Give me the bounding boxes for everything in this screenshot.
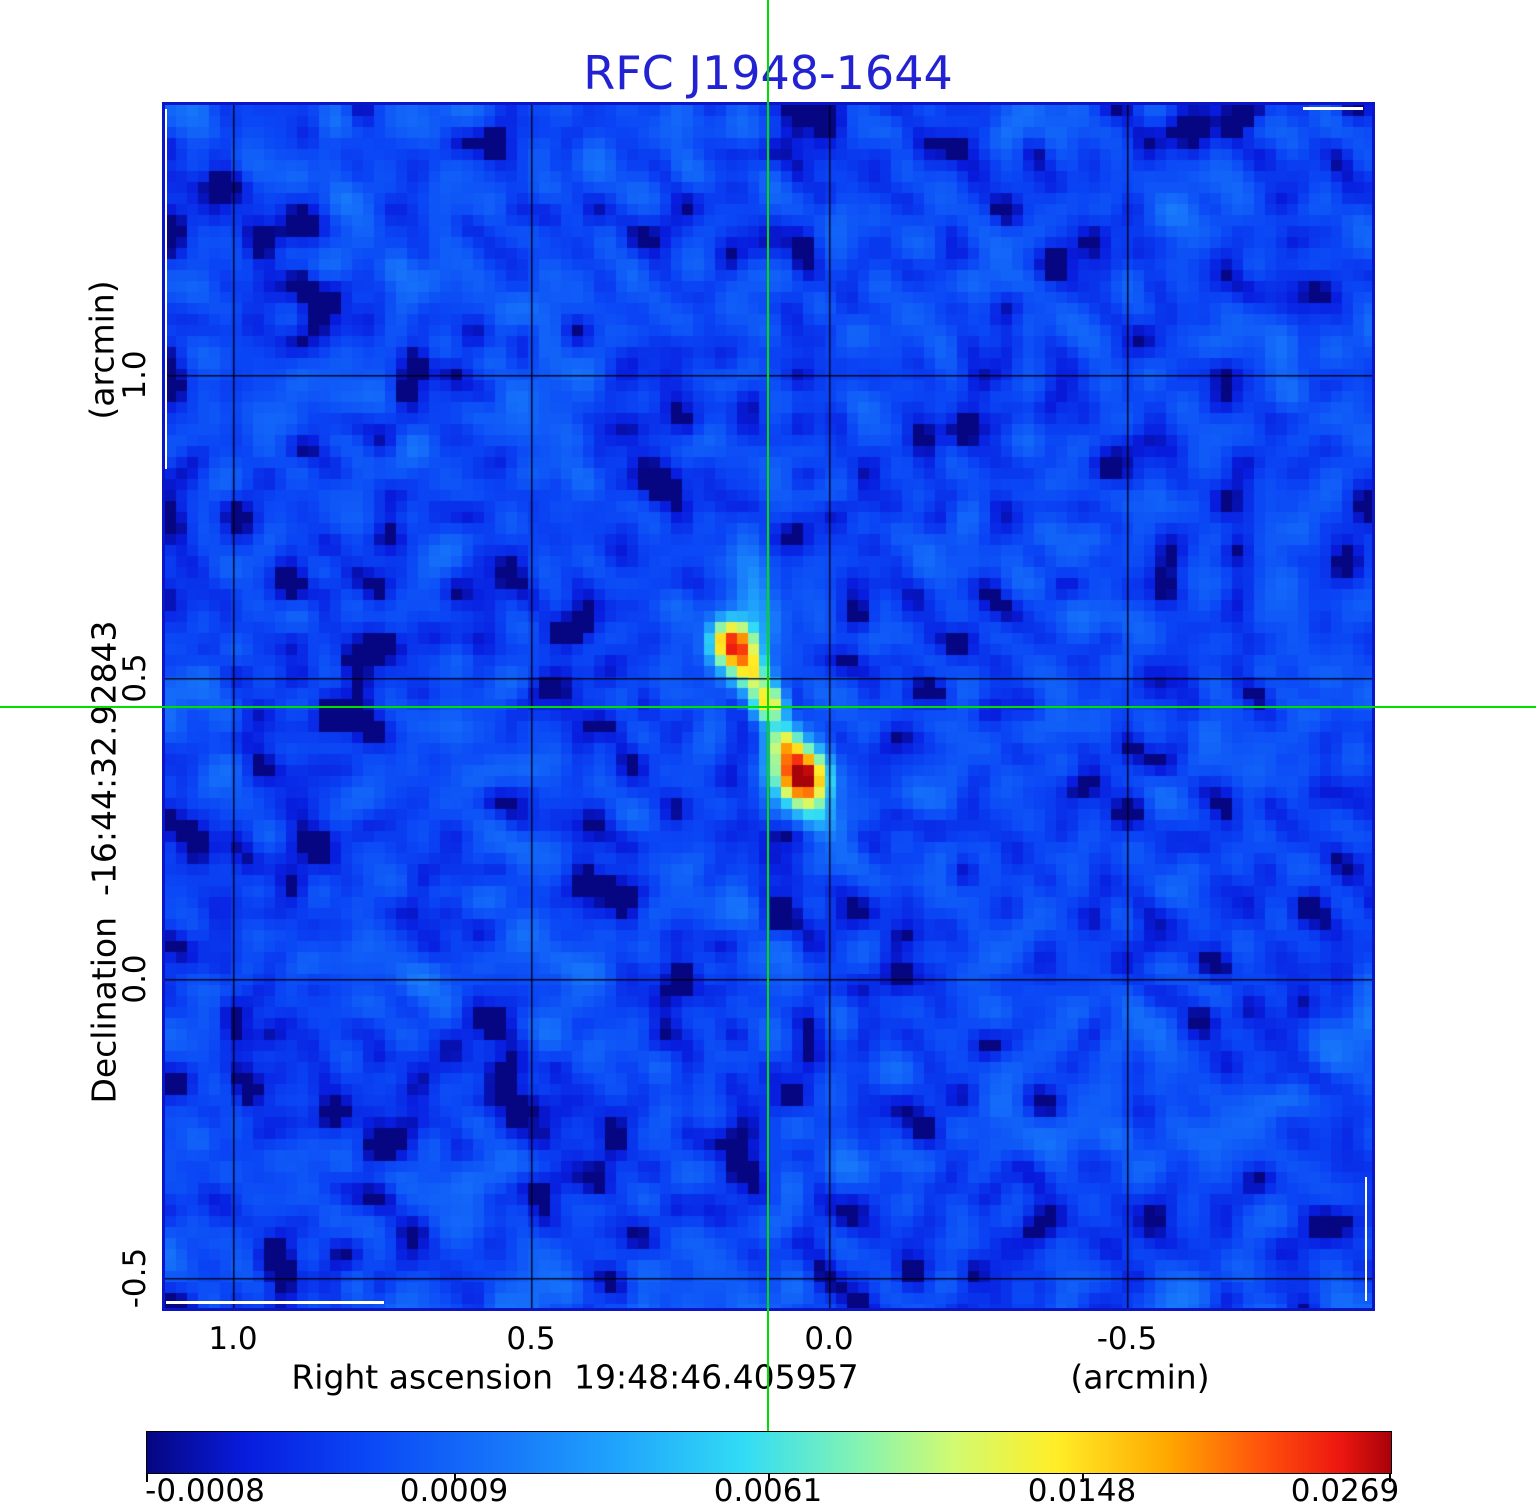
colorbar-tick-label: -0.0008 <box>145 1473 265 1509</box>
blank-row-top-right <box>1303 107 1363 110</box>
colorbar <box>146 1431 1392 1474</box>
y-tick-label: 1.0 <box>117 350 153 400</box>
colorbar-tick <box>1389 1473 1391 1482</box>
y-tick-label: -0.5 <box>117 1247 153 1309</box>
colorbar-tick-label: 0.0009 <box>399 1473 509 1509</box>
page-title: RFC J1948-1644 <box>583 46 953 100</box>
x-tick-label: -0.5 <box>1096 1321 1158 1357</box>
y-axis-unit: (arcmin) <box>82 280 122 420</box>
colorbar-tick-label: 0.0269 <box>1290 1473 1400 1509</box>
colorbar-tick-label: 0.0061 <box>713 1473 823 1509</box>
colorbar-tick <box>768 1473 770 1482</box>
colorbar-tick <box>454 1473 456 1482</box>
x-tick-label: 0.5 <box>506 1321 556 1357</box>
colorbar-tick <box>146 1473 148 1482</box>
colorbar-tick <box>1082 1473 1084 1482</box>
y-axis-label: Declination -16:44:32.92843 <box>84 620 124 1104</box>
blank-row-bottom-left <box>166 1301 384 1304</box>
crosshair-horizontal-line <box>0 706 1536 708</box>
crosshair-vertical-line <box>767 0 769 1431</box>
x-axis-unit: (arcmin) <box>1070 1357 1210 1397</box>
x-axis-label: Right ascension 19:48:46.405957 <box>291 1357 859 1397</box>
blank-column-left <box>165 109 167 469</box>
x-tick-label: 1.0 <box>208 1321 258 1357</box>
blank-column-right <box>1365 1177 1367 1301</box>
colorbar-gradient <box>147 1432 1391 1473</box>
x-tick-label: 0.0 <box>804 1321 854 1357</box>
colorbar-tick-label: 0.0148 <box>1027 1473 1137 1509</box>
